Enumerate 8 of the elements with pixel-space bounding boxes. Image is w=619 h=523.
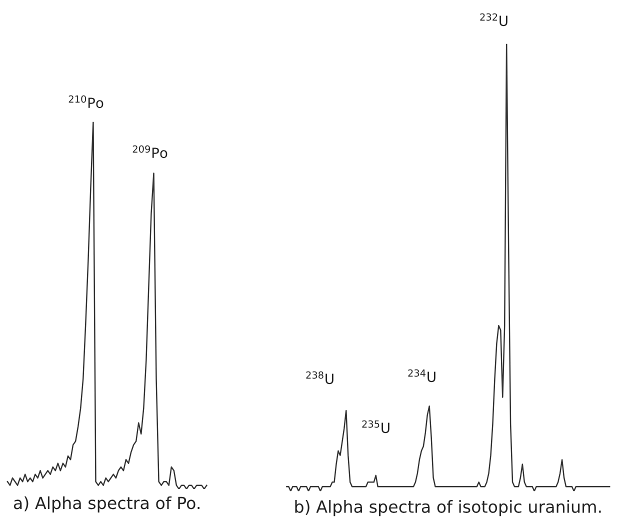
annotation: $^{238}$U xyxy=(306,371,334,384)
text: $^{232}$U xyxy=(480,13,508,26)
text: b) Alpha spectra of isotopic uranium. xyxy=(295,500,601,516)
annotation: $^{235}$U xyxy=(362,420,390,434)
annotation: $^{209}$Po xyxy=(132,145,168,158)
annotation: $^{234}$U xyxy=(408,369,436,382)
text: $^{210}$Po xyxy=(68,95,104,108)
text: a) Alpha spectra of Po. xyxy=(14,496,200,512)
